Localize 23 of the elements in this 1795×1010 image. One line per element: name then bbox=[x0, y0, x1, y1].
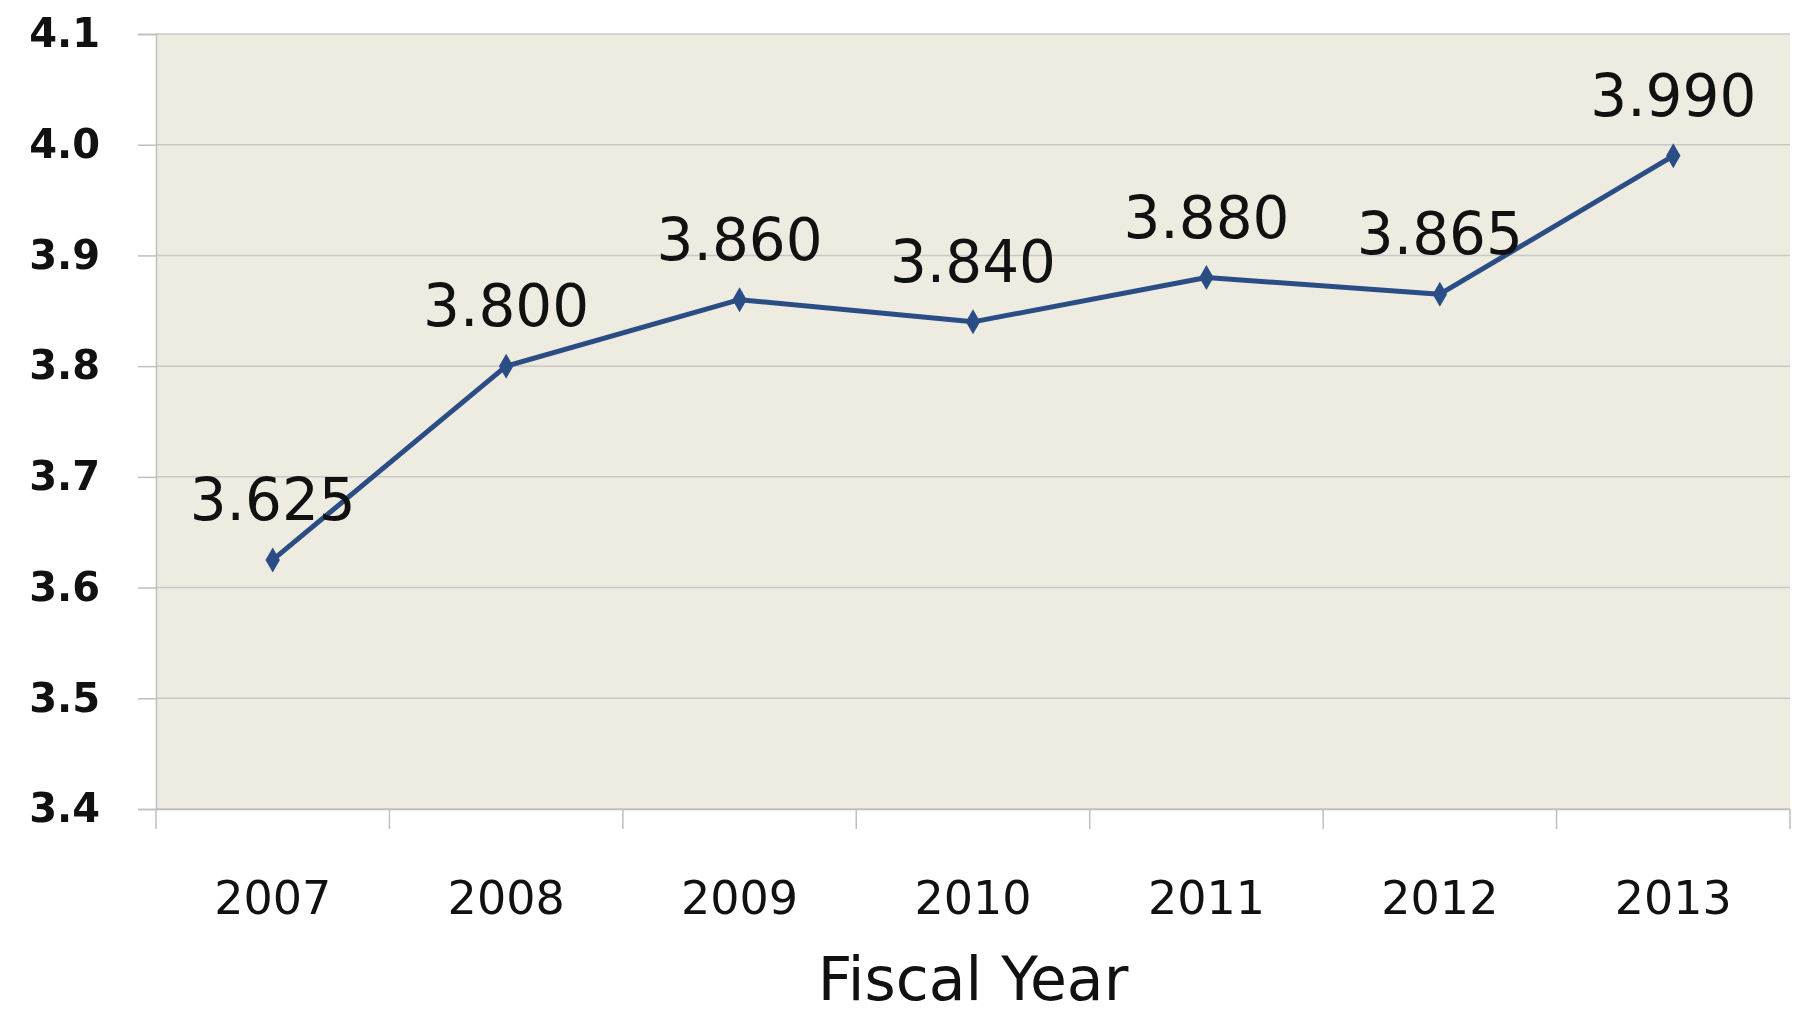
data-label: 3.800 bbox=[423, 272, 590, 341]
x-tick-label: 2007 bbox=[214, 870, 332, 925]
y-tick-label: 3.7 bbox=[29, 453, 100, 500]
y-tick-label: 3.6 bbox=[29, 563, 100, 610]
y-tick-label: 3.4 bbox=[29, 785, 100, 832]
data-label: 3.990 bbox=[1590, 61, 1757, 130]
data-label: 3.860 bbox=[656, 205, 823, 274]
data-label: 3.840 bbox=[889, 227, 1057, 296]
y-tick-label: 4.1 bbox=[29, 10, 100, 57]
data-label: 3.880 bbox=[1123, 183, 1290, 252]
y-tick-label: 4.0 bbox=[29, 121, 100, 168]
y-tick-label: 3.5 bbox=[29, 674, 100, 721]
data-label: 3.865 bbox=[1356, 200, 1523, 269]
x-axis-title: Fiscal Year bbox=[817, 944, 1129, 1010]
x-tick-label: 2013 bbox=[1614, 870, 1732, 925]
y-tick-label: 3.8 bbox=[29, 342, 100, 389]
y-tick-label: 3.9 bbox=[29, 231, 100, 278]
x-tick-label: 2010 bbox=[914, 870, 1032, 925]
x-tick-label: 2012 bbox=[1381, 870, 1499, 925]
x-tick-label: 2011 bbox=[1147, 870, 1265, 925]
data-label: 3.625 bbox=[189, 465, 356, 534]
x-tick-label: 2009 bbox=[681, 870, 799, 925]
x-tick-label: 2008 bbox=[447, 870, 565, 925]
